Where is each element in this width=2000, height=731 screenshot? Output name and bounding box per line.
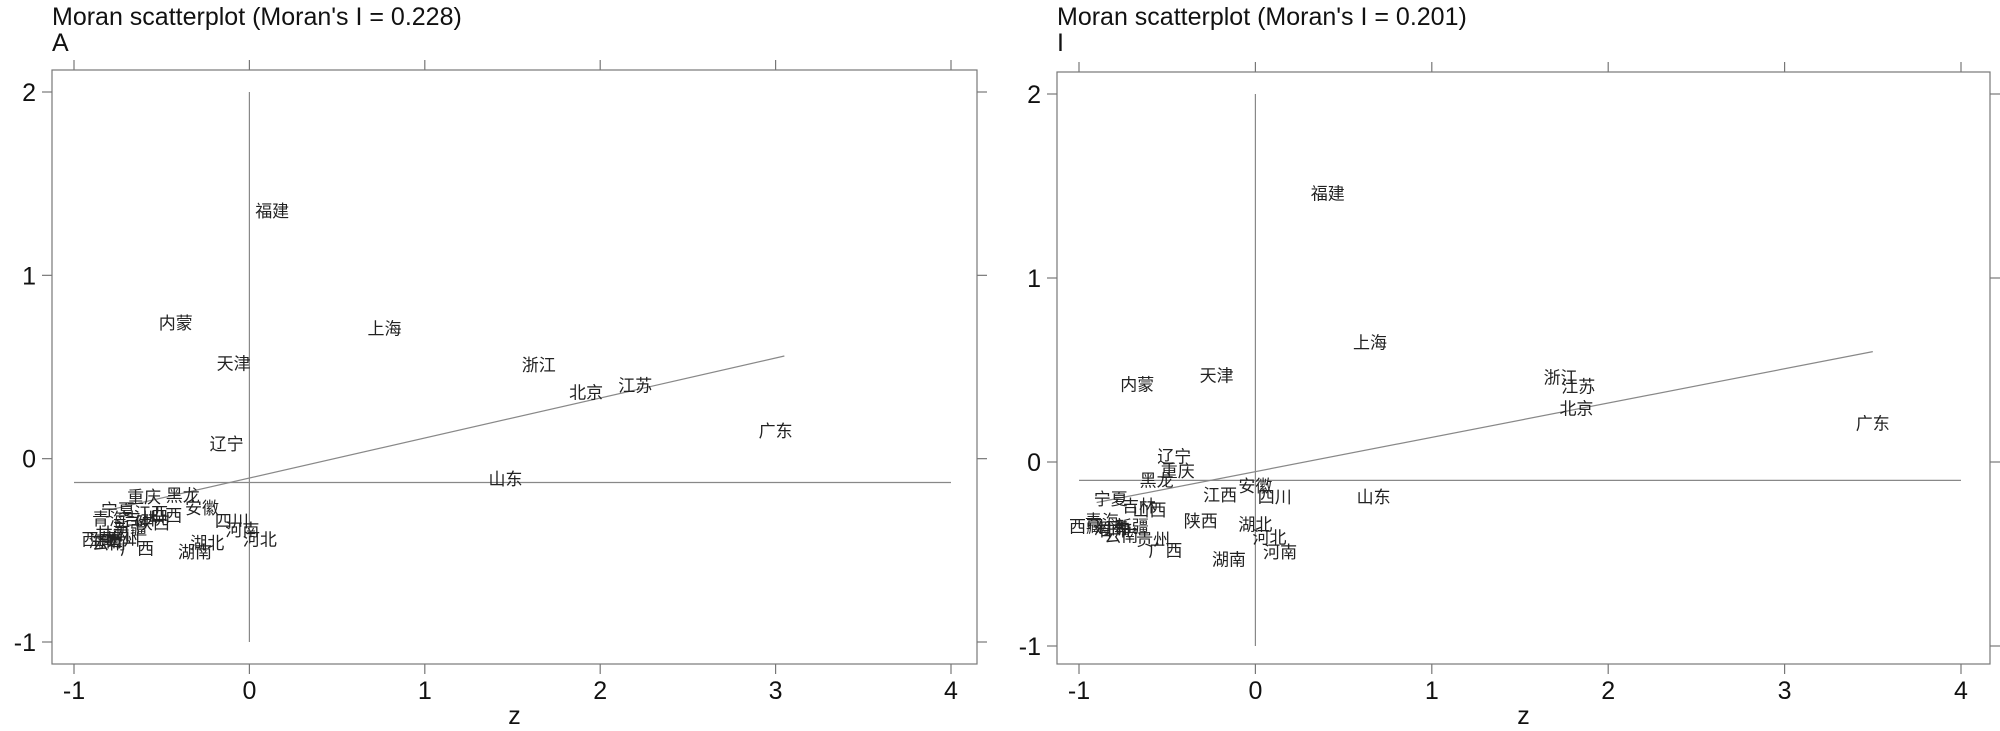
x-tick-label: 0 [242,677,256,705]
x-axis-label: z [508,702,521,730]
point-label: 湖南 [178,543,212,563]
point-label: 河北 [243,530,277,550]
point-label: 福建 [255,202,289,222]
point-label: 河南 [1263,543,1297,563]
point-label: 福建 [1311,184,1345,204]
point-label: 上海 [367,320,401,340]
y-tick-label: 0 [1027,449,1041,477]
point-label: 吉林 [124,510,158,530]
point-label: 广东 [759,422,793,442]
point-label: 甘肃 [1097,521,1131,541]
point-label: 新疆 [113,519,147,539]
y-tick-label: 0 [22,446,36,474]
point-label: 安徽 [1238,477,1272,497]
point-label: 甘肃 [96,525,130,545]
point-label: 新疆 [1115,517,1149,537]
y-tick-label: 2 [1027,81,1041,109]
point-label: 湖南 [1212,551,1246,571]
point-label: 上海 [1353,333,1387,353]
x-tick-label: 4 [944,677,958,705]
point-label: 天津 [1200,367,1234,387]
point-label: 海南 [1094,519,1128,539]
point-label: 河南 [225,521,259,541]
point-label: 湖北 [190,534,224,554]
point-label: 宁夏 [101,501,135,521]
x-tick-label: 3 [1778,677,1792,705]
point-label: 山东 [488,470,522,490]
x-tick-label: 2 [593,677,607,705]
x-tick-label: -1 [63,677,85,705]
point-label: 广东 [1856,414,1890,434]
point-label: 江苏 [1561,378,1595,398]
x-tick-label: -1 [1068,677,1090,705]
point-label: 四川 [1258,488,1292,508]
point-label: 江西 [134,505,168,525]
point-label: 吉林 [1122,497,1156,517]
point-label: 内蒙 [1120,376,1154,396]
point-label: 黑龙 [1140,471,1174,491]
point-label: 青海 [92,510,126,530]
regression-fit-line [108,355,785,511]
y-tick-label: -1 [14,629,36,657]
point-label: 北京 [569,384,603,404]
point-label: 辽宁 [210,435,244,455]
point-label: 贵州 [1136,530,1170,550]
point-label: 山西 [1133,501,1167,521]
point-label: 陕西 [1184,512,1218,532]
chart-subtitle: I [1057,29,1064,57]
chart-subtitle: A [52,29,69,57]
point-label: 江苏 [618,376,652,396]
point-label: 内蒙 [159,314,193,334]
x-tick-label: 1 [418,677,432,705]
point-label: 浙江 [522,356,556,376]
x-tick-label: 4 [1954,677,1968,705]
point-label: 宁夏 [1094,490,1128,510]
point-label: 四川 [215,512,249,532]
point-label: 广西 [120,540,154,560]
point-label: 重庆 [1161,462,1195,482]
point-label: 重庆 [127,488,161,508]
point-label: 云南 [1104,527,1138,547]
point-label: 辽宁 [1157,447,1191,467]
point-label: 海南 [89,532,123,552]
point-label: 西藏 [1069,517,1103,537]
y-tick-label: 1 [22,262,36,290]
point-label: 江西 [1203,486,1237,506]
y-tick-label: 1 [1027,265,1041,293]
point-label: 河北 [1253,528,1287,548]
moran-scatterplot-a: Moran scatterplot (Moran's I = 0.228) A … [14,3,987,730]
x-tick-label: 0 [1248,677,1262,705]
point-label: 湖北 [1238,516,1272,536]
x-tick-label: 1 [1425,677,1439,705]
point-label: 贵州 [106,530,140,550]
chart-title: Moran scatterplot (Moran's I = 0.228) [52,3,462,31]
point-label: 山西 [148,507,182,527]
point-label: 云南 [92,534,126,554]
point-label: 北京 [1559,400,1593,420]
point-label: 安徽 [185,499,219,519]
point-label: 黑龙 [166,486,200,506]
chart-title: Moran scatterplot (Moran's I = 0.201) [1057,3,1467,31]
point-label: 陕西 [136,514,170,534]
y-tick-label: 2 [22,79,36,107]
y-tick-label: -1 [1019,633,1041,661]
x-tick-label: 3 [769,677,783,705]
moran-scatterplot-i: Moran scatterplot (Moran's I = 0.201) I … [1005,0,2000,731]
point-label: 山东 [1357,488,1391,508]
point-label: 浙江 [1544,368,1578,388]
plot-frame [51,69,978,665]
point-label: 广西 [1148,541,1182,561]
x-tick-label: 2 [1601,677,1615,705]
point-label: 青海 [1085,512,1119,532]
x-axis-label: z [1517,702,1530,730]
plot-frame [1056,71,1991,665]
point-label: 天津 [217,354,251,374]
regression-fit-line [1096,351,1873,504]
point-label: 西藏 [82,530,116,550]
